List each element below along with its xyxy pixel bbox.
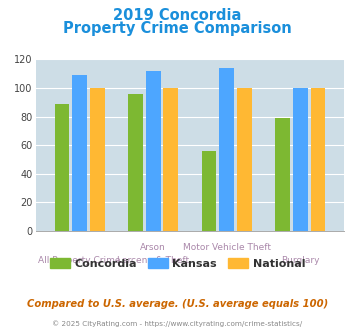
Bar xyxy=(55,104,69,231)
Bar xyxy=(237,88,252,231)
Text: All Property Crime: All Property Crime xyxy=(38,256,121,265)
Text: Property Crime Comparison: Property Crime Comparison xyxy=(63,21,292,36)
Bar xyxy=(163,88,178,231)
Bar xyxy=(219,68,234,231)
Bar xyxy=(90,88,105,231)
Bar xyxy=(128,94,143,231)
Bar xyxy=(146,71,160,231)
Text: Arson: Arson xyxy=(140,243,166,251)
Text: Larceny & Theft: Larceny & Theft xyxy=(117,256,189,265)
Text: Motor Vehicle Theft: Motor Vehicle Theft xyxy=(183,243,271,251)
Bar xyxy=(275,118,290,231)
Bar xyxy=(293,88,307,231)
Bar xyxy=(72,75,87,231)
Text: Burglary: Burglary xyxy=(281,256,320,265)
Legend: Concordia, Kansas, National: Concordia, Kansas, National xyxy=(45,254,310,273)
Text: 2019 Concordia: 2019 Concordia xyxy=(113,8,242,23)
Bar xyxy=(311,88,325,231)
Bar xyxy=(202,151,217,231)
Text: Compared to U.S. average. (U.S. average equals 100): Compared to U.S. average. (U.S. average … xyxy=(27,299,328,309)
Text: © 2025 CityRating.com - https://www.cityrating.com/crime-statistics/: © 2025 CityRating.com - https://www.city… xyxy=(53,320,302,327)
